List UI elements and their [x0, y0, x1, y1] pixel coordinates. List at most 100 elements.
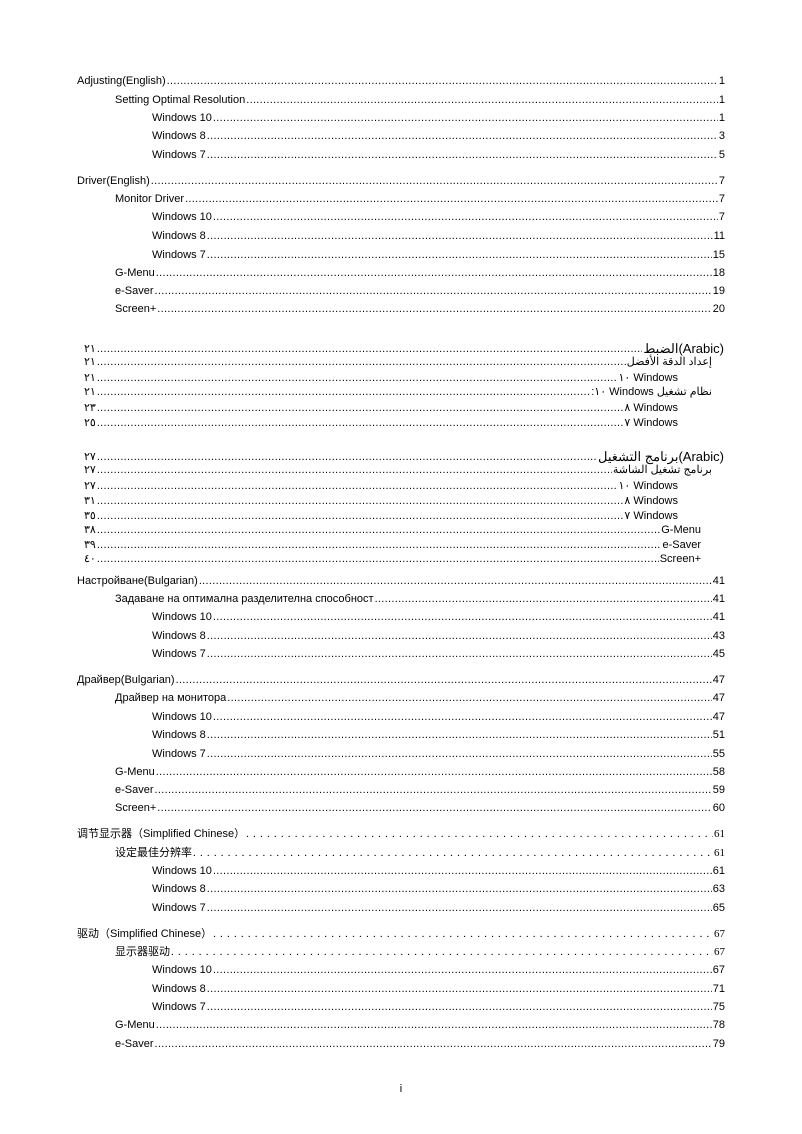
- dot-leader: ........................................…: [96, 356, 626, 368]
- toc-entry[interactable]: e-Saver.................................…: [84, 536, 701, 552]
- toc-entry[interactable]: 调节显示器（Simplified Chinese）...............…: [77, 825, 725, 841]
- toc-entry[interactable]: Setting Optimal Resolution..............…: [115, 91, 725, 107]
- toc-entry[interactable]: e-Saver.................................…: [115, 781, 725, 797]
- toc-entry[interactable]: Monitor Driver..........................…: [115, 190, 725, 206]
- toc-entry-page: ٣٥: [84, 510, 96, 522]
- toc-entry[interactable]: 显示器驱动...................................…: [115, 943, 725, 959]
- toc-entry[interactable]: Windows ٧...............................…: [84, 507, 678, 523]
- dot-leader: ........................................…: [155, 1019, 712, 1031]
- dot-leader: ........................................…: [212, 865, 712, 877]
- toc-entry-title: Windows 7: [152, 149, 206, 161]
- toc-entry-title: Настройване(Bulgarian): [77, 575, 198, 587]
- toc-entry[interactable]: إعداد الدقة الأفضل......................…: [84, 353, 712, 369]
- dot-leader: ........................................…: [206, 748, 712, 760]
- toc-entry[interactable]: Windows 10..............................…: [152, 708, 725, 724]
- toc-entry-title: Setting Optimal Resolution: [115, 94, 246, 106]
- toc-entry-page: 45: [712, 648, 725, 660]
- toc-entry[interactable]: Windows 7...............................…: [152, 745, 725, 761]
- toc-entry[interactable]: Windows 10..............................…: [152, 862, 725, 878]
- toc-entry[interactable]: e-Saver.................................…: [115, 1035, 725, 1051]
- toc-entry[interactable]: (Arabic)الضبط...........................…: [84, 340, 724, 356]
- toc-entry-page: ٢٧: [84, 451, 96, 463]
- toc-entry[interactable]: Windows 7...............................…: [152, 998, 725, 1014]
- toc-entry[interactable]: 驱动（Simplified Chinese）..................…: [77, 925, 725, 941]
- toc-entry-page: 60: [712, 802, 725, 814]
- toc-entry[interactable]: Драйвер на монитора.....................…: [115, 689, 725, 705]
- toc-entry[interactable]: 设定最佳分辨率.................................…: [115, 844, 725, 860]
- toc-entry-title: Windows 8: [152, 983, 206, 995]
- toc-entry-page: ٢٧: [84, 480, 96, 492]
- toc-entry[interactable]: Windows 8...............................…: [152, 227, 725, 243]
- toc-entry[interactable]: G-Menu..................................…: [84, 521, 701, 537]
- toc-entry[interactable]: Задаване на оптимална разделителна спосо…: [115, 590, 725, 606]
- toc-entry[interactable]: G-Menu..................................…: [115, 763, 725, 779]
- toc-entry[interactable]: Windows ٨...............................…: [84, 492, 678, 508]
- toc-entry-page: 1: [718, 75, 725, 87]
- toc-entry[interactable]: Windows 8...............................…: [152, 980, 725, 996]
- toc-entry-title: 调节显示器（Simplified Chinese）: [77, 828, 246, 840]
- toc-entry[interactable]: Windows 10..............................…: [152, 109, 725, 125]
- toc-entry-title: Windows 8: [152, 230, 206, 242]
- dot-leader: ........................................…: [96, 343, 643, 355]
- dot-leader: ........................................…: [154, 784, 712, 796]
- toc-entry[interactable]: Windows ١٠..............................…: [84, 369, 678, 385]
- toc-entry[interactable]: Windows 7...............................…: [152, 146, 725, 162]
- toc-entry[interactable]: Настройване(Bulgarian)..................…: [77, 572, 725, 588]
- dot-leader: ........................................…: [212, 964, 712, 976]
- toc-entry-title: e-Saver: [115, 1038, 154, 1050]
- toc-entry[interactable]: Screen+.................................…: [84, 550, 701, 566]
- toc-entry[interactable]: Windows ١٠..............................…: [84, 477, 678, 493]
- toc-entry[interactable]: e-Saver.................................…: [115, 282, 725, 298]
- dot-leader: ........................................…: [96, 372, 618, 384]
- toc-entry[interactable]: Windows 8...............................…: [152, 127, 725, 143]
- dot-leader: ........................................…: [227, 692, 711, 704]
- dot-leader: ........................................…: [374, 593, 712, 605]
- toc-entry[interactable]: Windows 10..............................…: [152, 208, 725, 224]
- toc-entry[interactable]: برنامج تشغيل الشاشة.....................…: [84, 461, 712, 477]
- toc-entry-title: Monitor Driver: [115, 193, 185, 205]
- toc-entry-page: 79: [712, 1038, 725, 1050]
- toc-entry-title: Windows ٨: [624, 495, 678, 507]
- toc-entry[interactable]: Драйвер(Bulgarian)......................…: [77, 671, 725, 687]
- dot-leader: ........................................…: [206, 230, 713, 242]
- toc-entry[interactable]: Windows 7...............................…: [152, 645, 725, 661]
- toc-entry-page: 65: [712, 902, 725, 914]
- dot-leader: ........................................…: [96, 480, 618, 492]
- toc-entry[interactable]: Windows ٧...............................…: [84, 414, 678, 430]
- toc-entry[interactable]: Windows 8...............................…: [152, 726, 725, 742]
- toc-entry-title: Windows ١٠: [618, 480, 678, 492]
- toc-entry[interactable]: Windows 10..............................…: [152, 608, 725, 624]
- toc-entry-title: Screen+: [115, 303, 157, 315]
- toc-entry[interactable]: نظام تشغيل Windows ١٠:..................…: [84, 383, 712, 399]
- toc-entry[interactable]: Windows ٨...............................…: [84, 399, 678, 415]
- toc-entry[interactable]: Adjusting(English)......................…: [77, 72, 725, 88]
- toc-entry-page: 67: [714, 928, 725, 940]
- toc-entry-title: Задаване на оптимална разделителна спосо…: [115, 593, 374, 605]
- toc-entry[interactable]: Screen+.................................…: [115, 300, 725, 316]
- toc-entry[interactable]: Driver(English).........................…: [77, 172, 725, 188]
- dot-leader: ........................................…: [212, 112, 718, 124]
- toc-entry-page: 67: [712, 964, 725, 976]
- toc-entry-page: 7: [718, 175, 725, 187]
- toc-entry-title: Windows 10: [152, 611, 212, 623]
- toc-entry[interactable]: Windows 10..............................…: [152, 961, 725, 977]
- toc-entry-title: e-Saver: [115, 285, 154, 297]
- toc-entry-title: Windows 10: [152, 112, 212, 124]
- toc-entry-page: 18: [712, 267, 725, 279]
- toc-entry-page: 19: [712, 285, 725, 297]
- toc-entry[interactable]: G-Menu..................................…: [115, 264, 725, 280]
- toc-entry-page: ٢١: [84, 386, 96, 398]
- toc-entry[interactable]: Windows 7...............................…: [152, 899, 725, 915]
- toc-entry-title: Windows ٨: [624, 402, 678, 414]
- toc-entry-title: نظام تشغيل Windows ١٠:: [591, 386, 712, 398]
- toc-entry[interactable]: Windows 8...............................…: [152, 627, 725, 643]
- toc-entry[interactable]: Windows 7...............................…: [152, 246, 725, 262]
- toc-entry[interactable]: G-Menu..................................…: [115, 1016, 725, 1032]
- toc-entry-title: Windows 8: [152, 883, 206, 895]
- toc-entry[interactable]: Windows 8...............................…: [152, 880, 725, 896]
- toc-entry-title: Adjusting(English): [77, 75, 166, 87]
- toc-entry[interactable]: (Arabic)برنامج التشغيل..................…: [84, 448, 724, 464]
- toc-entry[interactable]: Screen+.................................…: [115, 799, 725, 815]
- dot-leader: ........................................…: [154, 1038, 712, 1050]
- toc-entry-title: Windows 10: [152, 711, 212, 723]
